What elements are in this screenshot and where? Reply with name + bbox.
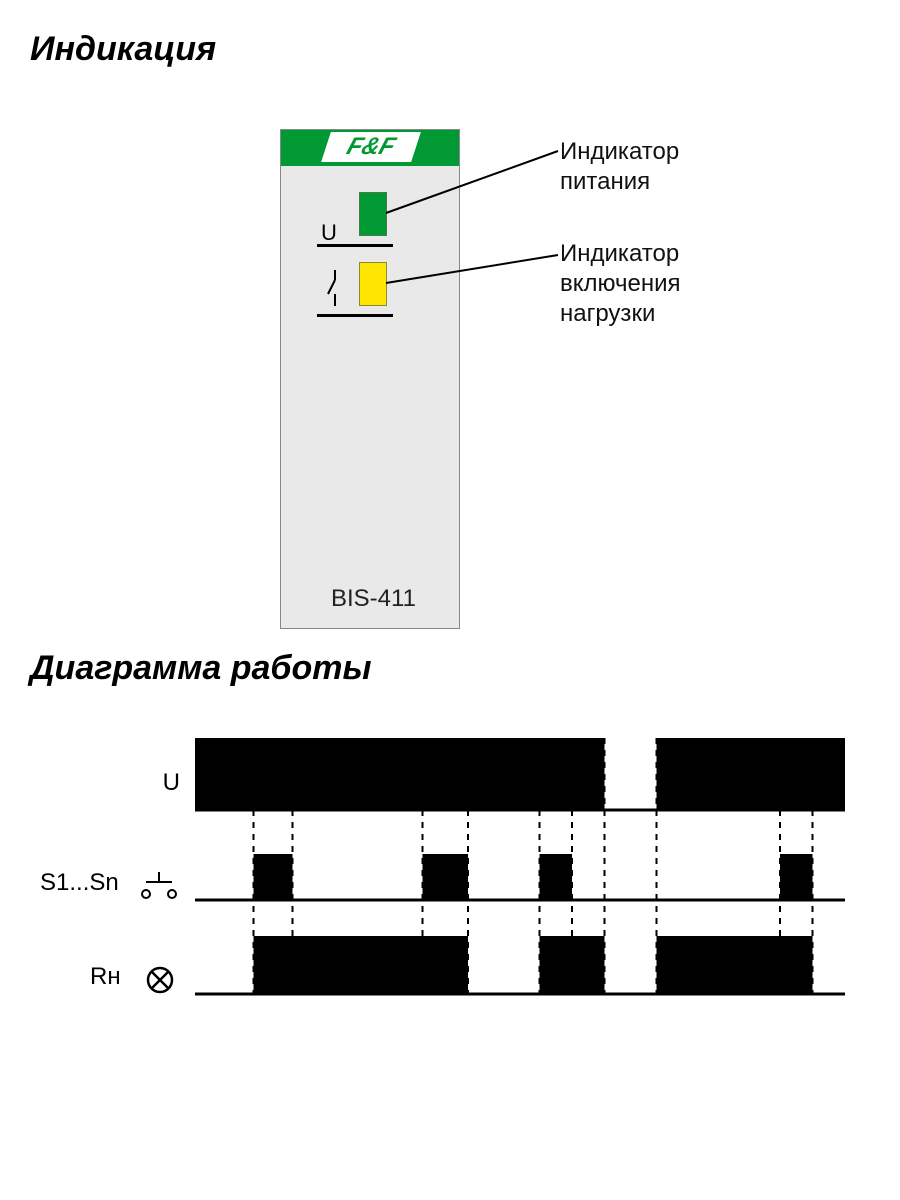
callout-load-text: Индикаторвключениянагрузки	[560, 239, 681, 329]
indication-diagram: F&F U BIS-411 Индикаторпитания Индикатор…	[30, 89, 870, 639]
svg-text:S1...Sn: S1...Sn	[40, 869, 119, 896]
section-timing-title: Диаграмма работы	[30, 649, 870, 688]
callout-power-text: Индикаторпитания	[560, 137, 679, 197]
section-indication-title: Индикация	[30, 30, 870, 69]
timing-svg: U S1...Sn Rн	[30, 718, 850, 1038]
svg-text:U: U	[163, 769, 180, 796]
callout-lines-svg	[30, 89, 870, 639]
timing-diagram: U S1...Sn Rн	[30, 718, 870, 1038]
svg-text:Rн: Rн	[90, 963, 121, 990]
